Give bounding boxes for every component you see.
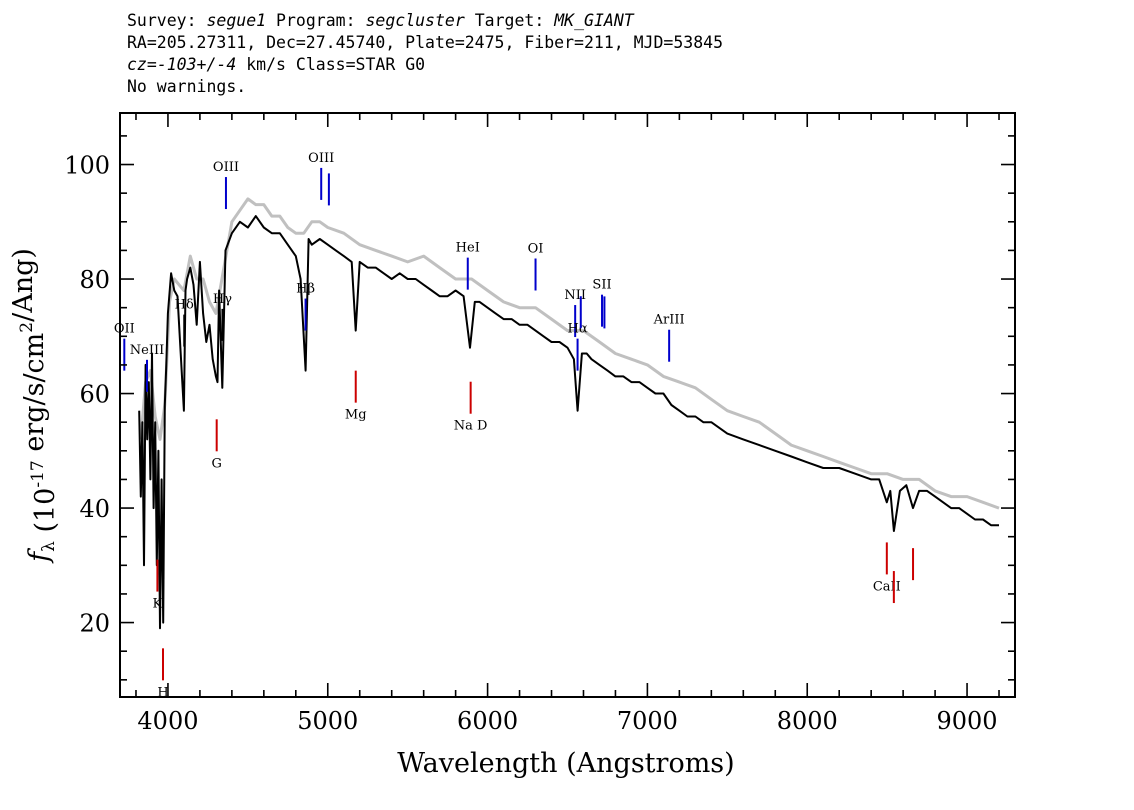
- cz-label: cz=: [127, 55, 157, 74]
- x-tick-label: 7000: [617, 707, 678, 735]
- header-line-redshift: cz=-103+/-4 km/s Class=STAR G0: [127, 54, 1107, 76]
- line-label: Hα: [568, 322, 588, 337]
- line-label: Hγ: [213, 292, 232, 307]
- y-tick-label: 20: [79, 610, 110, 638]
- cz-value: -103+/-4: [156, 55, 237, 74]
- spectral-line-markers: OII NeIII Hδ Hγ OIII Hβ OIII HeI OI NII Hα SII ArIII…: [114, 151, 915, 700]
- header-line-warnings: No warnings.: [127, 77, 247, 96]
- x-tick-label: 9000: [937, 707, 998, 735]
- y-axis-label: fλ (10-17 erg/s/cm2/Ang): [8, 248, 61, 564]
- x-tick-label: 4000: [137, 707, 198, 735]
- program-value: segcluster: [365, 11, 465, 30]
- line-label: NeIII: [130, 343, 164, 358]
- x-tick-label: 5000: [297, 707, 358, 735]
- line-label: Mg: [345, 408, 367, 423]
- line-label: CaII: [873, 579, 901, 594]
- plot-frame: [119, 112, 1016, 698]
- line-label: K: [153, 597, 163, 612]
- flux-series: [138, 215, 999, 630]
- line-label: H: [157, 685, 168, 700]
- line-label: Hδ: [175, 298, 194, 313]
- header-line-coordinates: RA=205.27311, Dec=27.45740, Plate=2475, …: [127, 33, 724, 52]
- line-label: Na D: [454, 419, 488, 434]
- line-label: SII: [592, 278, 611, 293]
- line-label: Hβ: [296, 282, 315, 297]
- line-label: OII: [114, 322, 135, 337]
- axis-ticks: 4000 5000 6000 7000 8000 9000 20 40 60 80 100: [64, 113, 1015, 735]
- target-label: Target:: [474, 11, 545, 30]
- x-axis-label: Wavelength (Angstroms): [397, 748, 734, 779]
- plot-border: [119, 112, 1016, 698]
- spectrum-header: Survey: segue1 Program: segcluster Targe…: [127, 10, 1107, 98]
- y-tick-label: 60: [79, 381, 110, 409]
- y-tick-label: 100: [64, 152, 110, 180]
- line-label: ArIII: [653, 313, 685, 328]
- line-label: OIII: [213, 160, 239, 175]
- line-label: OIII: [308, 151, 334, 166]
- survey-label: Survey:: [127, 11, 197, 30]
- x-tick-label: 6000: [457, 707, 518, 735]
- target-value: MK_GIANT: [554, 11, 634, 30]
- line-label: G: [211, 456, 221, 471]
- header-line-survey: Survey: segue1 Program: segcluster Targe…: [127, 10, 1107, 32]
- cz-units: km/s: [246, 55, 286, 74]
- flux-spectrum-line: [138, 215, 999, 630]
- y-tick-label: 80: [79, 266, 110, 294]
- line-label: NII: [564, 288, 586, 303]
- y-tick-label: 40: [79, 495, 110, 523]
- line-label: HeI: [456, 241, 480, 256]
- survey-value: segue1: [206, 11, 267, 30]
- line-label: OI: [528, 241, 544, 256]
- x-tick-label: 8000: [777, 707, 838, 735]
- class-label: Class=STAR G0: [295, 55, 426, 74]
- program-label: Program:: [276, 11, 356, 30]
